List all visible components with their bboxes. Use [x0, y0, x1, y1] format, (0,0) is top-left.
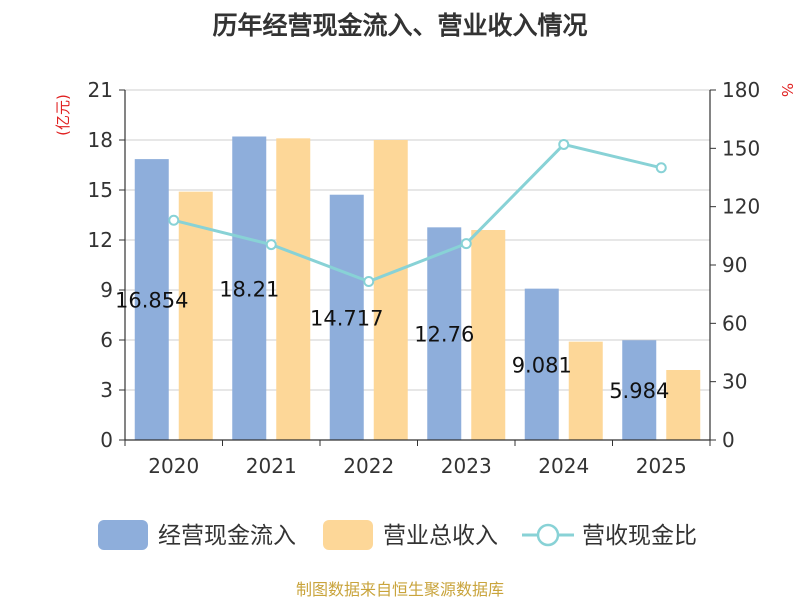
- x-tick-label: 2020: [148, 454, 199, 478]
- left-tick-label: 9: [100, 278, 113, 302]
- ratio-line: [168, 138, 667, 288]
- bar-营业总收入-2025: [666, 370, 701, 440]
- data-label: 18.21: [219, 277, 279, 301]
- ratio-point-2022: [363, 276, 375, 288]
- bar-营业总收入-2020: [178, 191, 213, 440]
- x-tick-label: 2021: [246, 454, 297, 478]
- bar-经营现金流入-2024: [524, 288, 559, 440]
- data-labels: 16.854 18.21 14.717 12.76 9.081 5.984: [115, 277, 669, 403]
- right-tick-label: 90: [722, 253, 747, 277]
- right-tick-label: 180: [722, 78, 760, 102]
- source-note: 制图数据来自恒生聚源数据库: [296, 580, 504, 599]
- right-tick-label: 120: [722, 195, 760, 219]
- chart-title: 历年经营现金流入、营业收入情况: [212, 11, 587, 40]
- left-tick-label: 6: [100, 328, 113, 352]
- legend-label: 营收现金比: [582, 523, 697, 549]
- left-tick-label: 18: [88, 128, 113, 152]
- ratio-line-path: [173, 142, 662, 284]
- axes: 0 3 6 9 12 15 18 21 0 30 60 90 120 150 180 2020 2021 2022…: [54, 78, 796, 478]
- right-tick-label: 60: [722, 311, 747, 335]
- bar-营业总收入-2023: [471, 230, 506, 440]
- x-tick-label: 2025: [636, 454, 687, 478]
- data-label: 14.717: [310, 306, 383, 330]
- left-axis-unit: (亿元): [54, 94, 72, 136]
- x-tick-label: 2023: [441, 454, 492, 478]
- right-axis-unit: %: [778, 83, 796, 97]
- left-tick-label: 12: [88, 228, 113, 252]
- legend: 经营现金流入 营业总收入 营收现金比: [98, 520, 697, 550]
- x-tick-label: 2024: [538, 454, 589, 478]
- data-label: 16.854: [115, 289, 188, 313]
- left-tick-label: 3: [100, 378, 113, 402]
- right-tick-label: 0: [722, 428, 735, 452]
- bar-营业总收入-2022: [373, 140, 408, 440]
- data-label: 5.984: [609, 379, 669, 403]
- legend-swatch: [323, 520, 373, 550]
- left-tick-label: 15: [88, 178, 113, 202]
- bar-营业总收入-2024: [568, 341, 603, 440]
- right-tick-label: 30: [722, 370, 747, 394]
- ratio-point-2021: [265, 239, 277, 251]
- bars: [134, 136, 701, 441]
- bar-经营现金流入-2021: [232, 136, 267, 440]
- ratio-point-2025: [655, 162, 667, 174]
- ratio-point-2024: [558, 138, 570, 150]
- bar-经营现金流入-2023: [427, 227, 462, 440]
- legend-label: 经营现金流入: [158, 523, 296, 549]
- right-tick-label: 150: [722, 136, 760, 160]
- x-tick-label: 2022: [343, 454, 394, 478]
- legend-swatch: [98, 520, 148, 550]
- legend-marker: [536, 523, 560, 547]
- ratio-point-2023: [460, 238, 472, 250]
- left-tick-label: 0: [100, 428, 113, 452]
- bar-经营现金流入-2022: [329, 194, 364, 440]
- data-label: 12.76: [414, 323, 474, 347]
- bar-营业总收入-2021: [276, 138, 311, 441]
- bar-经营现金流入-2025: [622, 340, 657, 440]
- legend-label: 营业总收入: [383, 523, 498, 549]
- left-tick-label: 21: [88, 78, 113, 102]
- bar-经营现金流入-2020: [134, 159, 169, 440]
- ratio-point-2020: [168, 214, 180, 226]
- data-label: 9.081: [512, 353, 572, 377]
- gridlines: [125, 89, 710, 391]
